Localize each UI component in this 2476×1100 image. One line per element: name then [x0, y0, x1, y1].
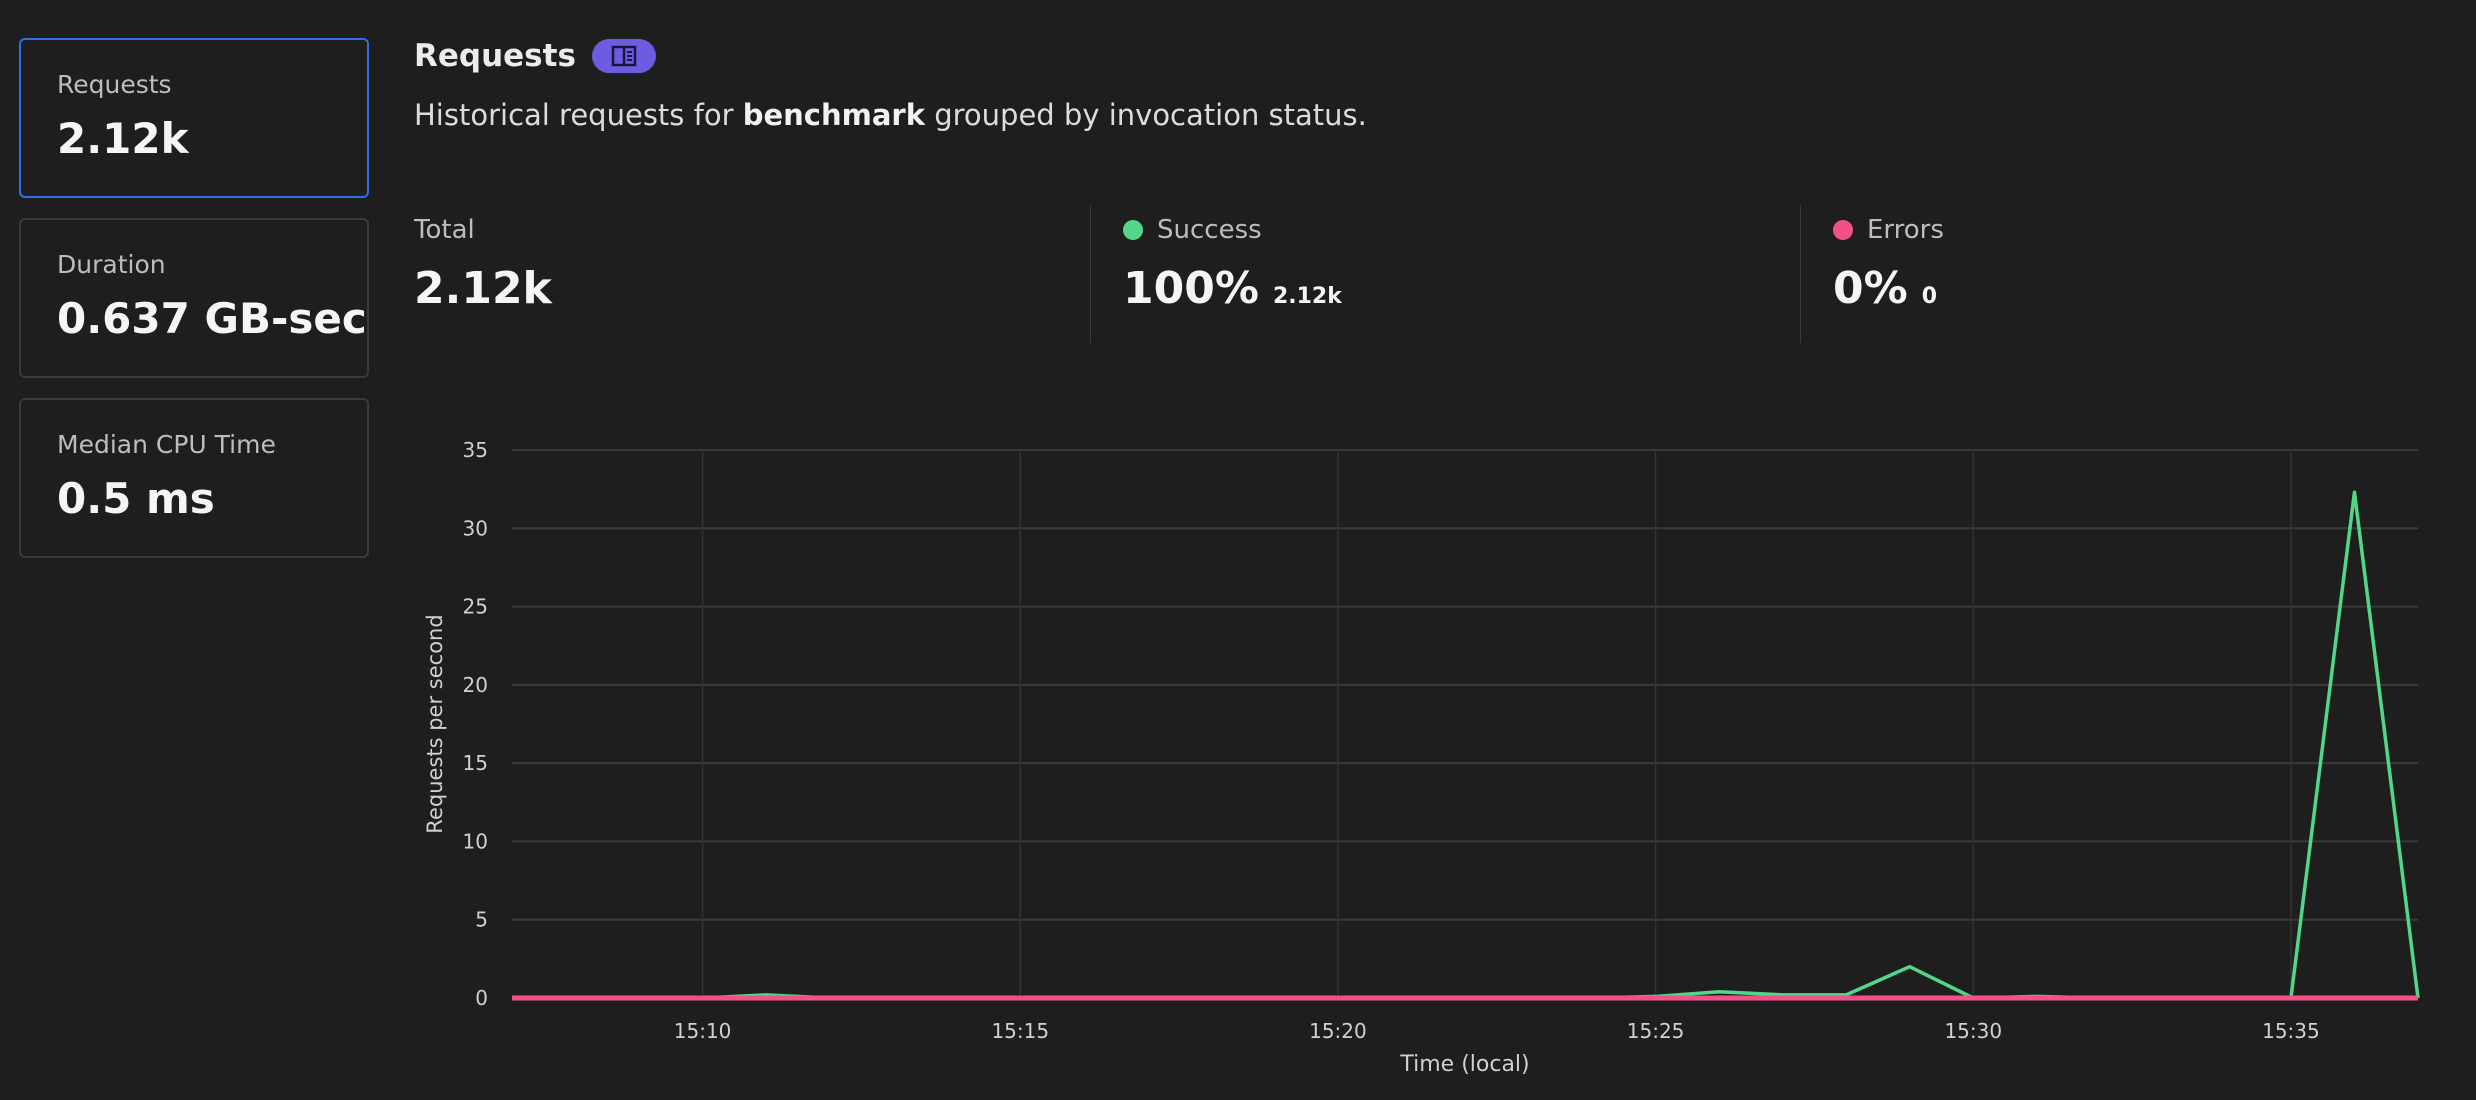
x-tick-label: 15:20: [1309, 1019, 1367, 1043]
stat-value: 100%: [1123, 263, 1259, 314]
x-tick-label: 15:15: [991, 1019, 1049, 1043]
description: Historical requests for benchmark groupe…: [414, 98, 1367, 132]
y-tick-label: 30: [463, 516, 488, 540]
requests-card[interactable]: Requests 2.12k: [19, 38, 369, 198]
stat-count: 2.12k: [1272, 284, 1342, 309]
y-tick-label: 20: [463, 673, 488, 697]
card-label: Median CPU Time: [57, 430, 276, 459]
median-cpu-time-card[interactable]: Median CPU Time 0.5 ms: [19, 398, 369, 558]
stat-label: Errors: [1867, 215, 1944, 245]
total-stat: Total 2.12k: [414, 215, 552, 314]
card-value: 0.5 ms: [57, 474, 215, 523]
worker-name: benchmark: [742, 98, 926, 132]
stat-value: 2.12k: [414, 263, 552, 314]
card-label: Requests: [57, 70, 172, 99]
docs-badge-button[interactable]: [591, 39, 656, 73]
title-text: Requests: [414, 38, 576, 74]
page-title: Requests: [414, 38, 656, 74]
y-axis-label: Requests per second: [423, 614, 447, 833]
success-dot-icon: [1123, 220, 1143, 240]
x-axis-label: Time (local): [1399, 1052, 1529, 1077]
stat-label: Success: [1157, 215, 1262, 245]
y-tick-label: 15: [463, 751, 488, 775]
description-suffix: grouped by invocation status.: [925, 98, 1367, 132]
x-tick-label: 15:25: [1627, 1019, 1685, 1043]
description-prefix: Historical requests for: [414, 98, 743, 132]
y-tick-label: 10: [463, 829, 488, 853]
x-tick-label: 15:35: [2262, 1019, 2320, 1043]
x-tick-label: 15:10: [674, 1019, 732, 1043]
card-value: 2.12k: [57, 114, 189, 163]
y-tick-label: 35: [463, 438, 488, 462]
success-stat: Success 100% 2.12k: [1123, 215, 1342, 314]
stat-count: 0: [1921, 284, 1938, 309]
errors-stat: Errors 0% 0: [1833, 215, 1944, 314]
x-tick-label: 15:30: [1944, 1019, 2002, 1043]
stat-label: Total: [414, 215, 475, 245]
y-tick-label: 25: [463, 595, 488, 619]
divider: [1800, 205, 1801, 343]
y-tick-label: 5: [475, 908, 488, 932]
series-line-success: [512, 490, 2420, 1000]
stat-value: 0%: [1833, 263, 1908, 314]
card-value: 0.637 GB-sec: [57, 294, 367, 343]
card-label: Duration: [57, 250, 166, 279]
book-icon: [611, 45, 637, 67]
errors-dot-icon: [1833, 220, 1853, 240]
divider: [1090, 205, 1091, 343]
duration-card[interactable]: Duration 0.637 GB-sec: [19, 218, 369, 378]
y-tick-label: 0: [475, 986, 488, 1010]
